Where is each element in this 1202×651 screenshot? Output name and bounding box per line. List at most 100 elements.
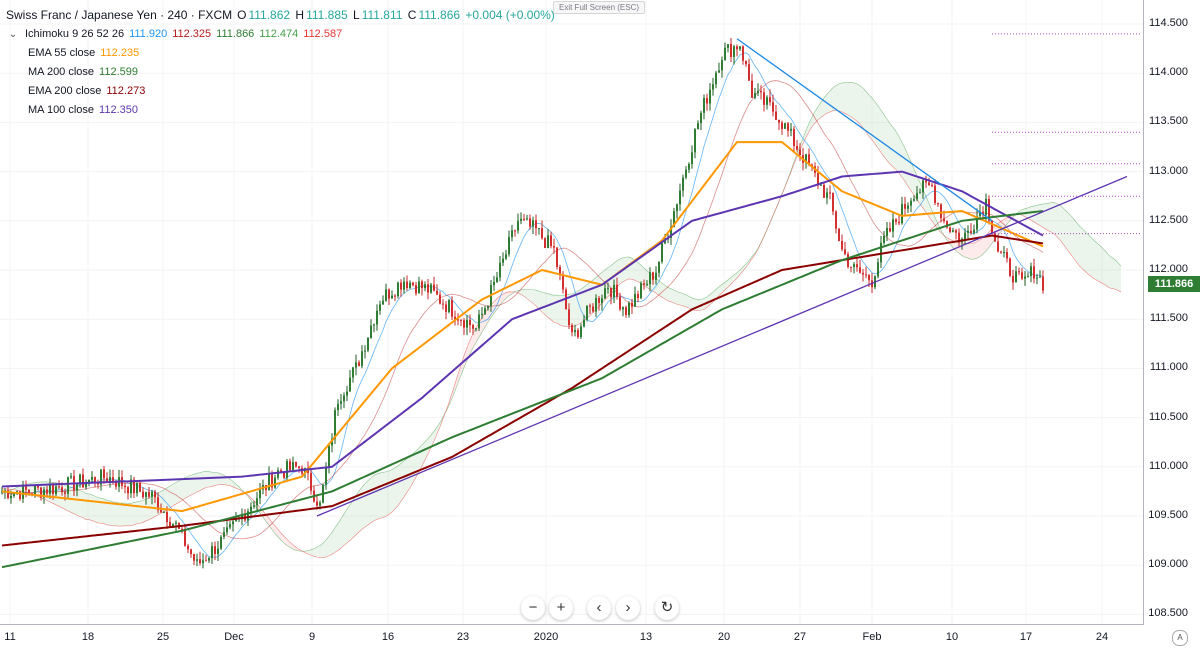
- cloud-segment: [218, 472, 221, 485]
- candle-body: [10, 495, 12, 499]
- candle-body: [991, 220, 993, 234]
- candle-body: [487, 306, 489, 309]
- cloud-segment: [902, 142, 905, 182]
- candle-body: [646, 284, 648, 286]
- candle-body: [538, 228, 540, 230]
- indicator-value: 112.273: [106, 85, 146, 97]
- candle-body: [838, 228, 840, 241]
- minus-icon: −: [528, 599, 538, 616]
- cloud-segment: [1082, 228, 1085, 272]
- candle-body: [790, 128, 792, 131]
- indicator-row-ma100[interactable]: MA 100 close 112.350: [6, 101, 557, 120]
- candle-body: [91, 476, 93, 480]
- chevron-down-icon[interactable]: ⌄: [8, 29, 18, 40]
- time-axis[interactable]: 11 18 25 Dec 9 16 23 2020 13 20 27 Feb 10 17 24: [0, 624, 1144, 651]
- candle-body: [211, 546, 213, 559]
- cloud-segment: [668, 287, 671, 302]
- candle-body: [781, 122, 783, 129]
- cloud-segment: [320, 543, 323, 558]
- high-value: 111.885: [306, 8, 348, 22]
- candle-body: [823, 184, 825, 198]
- cloud-segment: [401, 461, 404, 502]
- candle-body: [514, 230, 516, 232]
- candle-body: [751, 80, 753, 98]
- cloud-segment: [857, 83, 860, 125]
- cloud-segment: [236, 484, 239, 490]
- candle-body: [739, 46, 741, 50]
- zoom-out-button[interactable]: −: [521, 596, 545, 620]
- candle-body: [631, 302, 633, 307]
- candle-body: [358, 362, 360, 367]
- candle-body: [448, 300, 450, 312]
- cloud-segment: [698, 299, 701, 311]
- candle-body: [412, 282, 414, 286]
- candle-body: [1024, 276, 1026, 279]
- candle-body: [166, 511, 168, 523]
- cloud-segment: [428, 435, 431, 454]
- y-tick-label: 110.500: [1149, 410, 1188, 423]
- cloud-segment: [542, 292, 545, 315]
- scroll-left-button[interactable]: ‹: [587, 596, 611, 620]
- indicator-row-ma200[interactable]: MA 200 close 112.599: [6, 63, 557, 82]
- cloud-segment: [506, 291, 509, 299]
- candle-body: [142, 491, 144, 498]
- ichimoku-cloud: [1, 52, 1122, 559]
- cloud-segment: [377, 472, 380, 520]
- indicator-row-ichimoku[interactable]: ⌄ Ichimoku 9 26 52 26 111.920 112.325 11…: [6, 25, 557, 44]
- cloud-segment: [1052, 202, 1055, 235]
- price-chart[interactable]: [0, 0, 1144, 624]
- exit-fullscreen-button[interactable]: Exit Full Screen (ESC): [553, 1, 646, 14]
- cloud-segment: [509, 291, 512, 296]
- cloud-segment: [1064, 208, 1067, 250]
- scroll-right-button[interactable]: ›: [616, 596, 640, 620]
- candle-body: [967, 230, 969, 233]
- cloud-segment: [227, 476, 230, 486]
- candle-body: [577, 330, 579, 337]
- candle-body: [748, 64, 750, 81]
- candle-body: [835, 211, 837, 229]
- cloud-segment: [572, 292, 575, 327]
- low-label: L: [353, 8, 360, 22]
- candle-body: [427, 284, 429, 293]
- cloud-segment: [296, 547, 299, 551]
- cloud-segment: [695, 298, 698, 311]
- candle-body: [139, 482, 141, 492]
- candle-body: [622, 307, 624, 310]
- indicator-row-ema200[interactable]: EMA 200 close 112.273: [6, 82, 557, 101]
- candle-body: [457, 319, 459, 321]
- y-tick-label: 108.500: [1148, 607, 1188, 620]
- candle-body: [175, 522, 177, 524]
- candle-body: [199, 559, 201, 564]
- ma-line: [1, 170, 1044, 488]
- cloud-segment: [551, 294, 554, 323]
- cloud-segment: [170, 484, 173, 508]
- cloud-segment: [329, 532, 332, 556]
- trendline: [316, 175, 1128, 517]
- candle-body: [1000, 251, 1002, 253]
- candle-body: [475, 328, 477, 330]
- price-axis[interactable]: 114.500 114.000 113.500 113.000 112.500 112.0…: [1143, 0, 1202, 650]
- candle-body: [187, 545, 189, 550]
- indicator-row-ema55[interactable]: EMA 55 close 112.235: [6, 44, 557, 63]
- cloud-segment: [383, 471, 386, 518]
- cloud-segment: [92, 494, 95, 522]
- candle-body: [496, 277, 498, 282]
- cloud-segment: [191, 474, 194, 496]
- candle-body: [436, 290, 438, 295]
- cloud-segment: [530, 289, 533, 304]
- auto-scale-button[interactable]: A: [1172, 630, 1188, 646]
- candle-body: [100, 469, 102, 485]
- candlestick-series: [1, 37, 1044, 569]
- candle-body: [403, 281, 405, 290]
- cloud-segment: [980, 237, 983, 257]
- cloud-segment: [119, 502, 122, 527]
- cloud-segment: [1091, 237, 1094, 279]
- zoom-in-button[interactable]: +: [549, 596, 573, 620]
- candle-body: [370, 325, 372, 338]
- cloud-segment: [374, 473, 377, 521]
- cloud-segment: [263, 511, 266, 522]
- candle-body: [61, 487, 63, 493]
- candle-body: [607, 288, 609, 290]
- reset-chart-button[interactable]: ↻: [655, 596, 679, 620]
- candle-body: [250, 506, 252, 512]
